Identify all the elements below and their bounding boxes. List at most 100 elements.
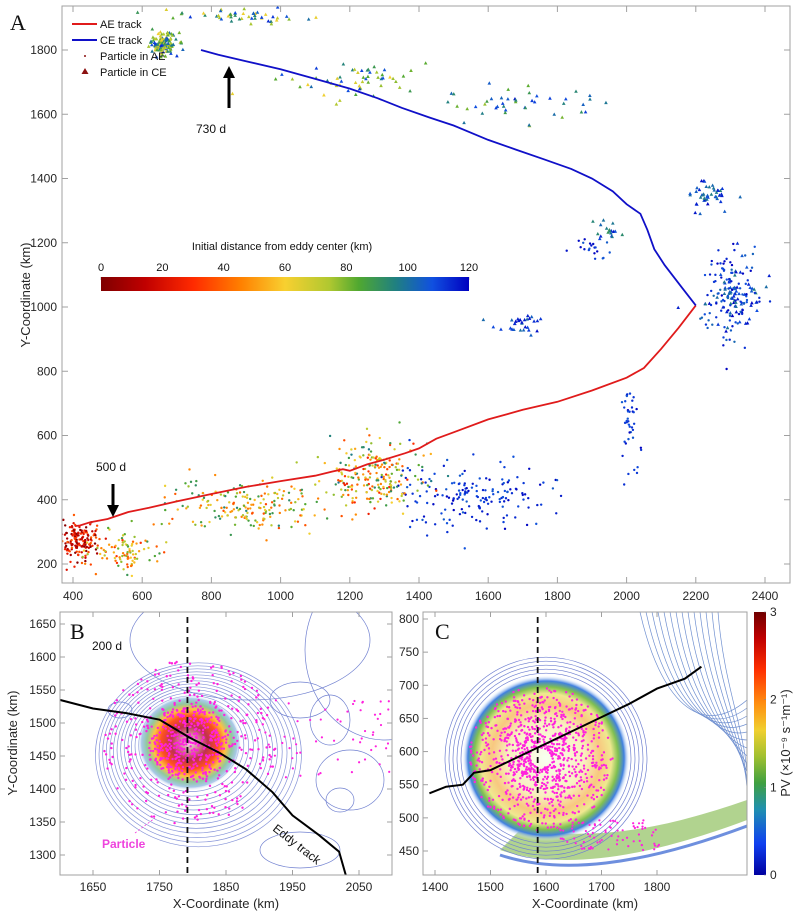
particle-ae	[536, 503, 539, 507]
particle-c	[497, 709, 500, 713]
particle-b	[223, 713, 226, 717]
particle-c	[594, 721, 598, 724]
particle-b	[359, 741, 362, 744]
particle-ae	[340, 488, 343, 491]
particle-ae	[711, 323, 714, 326]
particle-ae	[120, 560, 123, 564]
particle-ae	[273, 504, 276, 507]
particle-b	[240, 735, 243, 738]
particle-b	[218, 766, 221, 770]
particle-c	[547, 765, 550, 769]
particle-b	[177, 776, 180, 780]
particle-ce	[750, 286, 755, 290]
particle-ae	[401, 512, 405, 515]
particle-b	[213, 768, 216, 771]
particle-ae	[608, 251, 611, 254]
x-tick-label-c: 1400	[422, 880, 449, 894]
particle-ae	[325, 491, 328, 494]
particle-b	[182, 759, 185, 762]
particle-b	[174, 753, 177, 757]
particle-ce	[705, 202, 710, 206]
particle-ae	[448, 518, 451, 522]
particle-ae	[252, 524, 255, 528]
particle-b	[228, 760, 231, 763]
particle-c	[539, 786, 542, 790]
particle-ce	[237, 17, 242, 21]
particle-c	[485, 744, 488, 747]
particle-c	[518, 732, 521, 736]
particle-c	[540, 770, 544, 773]
particle-ae	[343, 439, 346, 442]
particle-ae	[421, 465, 424, 469]
particle-ae	[408, 525, 412, 529]
particle-b	[292, 737, 295, 740]
particle-c	[574, 770, 577, 774]
particle-b	[154, 757, 158, 760]
particle-b	[104, 733, 107, 737]
particle-b	[156, 781, 159, 784]
particle-c	[574, 775, 578, 778]
particle-ae	[323, 461, 327, 465]
particle-ae	[65, 537, 69, 540]
particle-c	[507, 764, 511, 768]
particle-ae	[369, 500, 372, 504]
particle-ae	[388, 476, 391, 479]
particle-ae	[467, 505, 471, 508]
particle-ce	[747, 317, 752, 321]
ce-track-line	[200, 49, 697, 306]
x-tick-label-a: 400	[63, 589, 83, 603]
particle-c	[593, 823, 596, 826]
particle-b	[141, 753, 144, 757]
particle-c	[500, 731, 503, 735]
particle-b	[195, 701, 198, 704]
particle-b	[200, 717, 203, 721]
particle-ce	[233, 13, 237, 17]
particle-b	[210, 805, 214, 808]
y-tick-label-a: 1400	[30, 172, 57, 186]
particle-ae	[514, 516, 517, 519]
particle-b	[232, 736, 235, 739]
colorbar-a-tick-label: 40	[218, 262, 230, 274]
particle-ce	[290, 77, 295, 81]
particle-ae	[344, 488, 347, 492]
particle-c	[484, 741, 488, 744]
particle-ae	[101, 556, 104, 560]
particle-b	[146, 726, 150, 730]
particle-c	[551, 734, 555, 738]
particle-c	[492, 805, 496, 808]
particle-b	[197, 753, 201, 757]
particle-b	[194, 742, 197, 746]
particle-ae	[85, 541, 89, 544]
particle-ae	[414, 453, 417, 456]
particle-c	[567, 756, 570, 760]
particle-ae	[478, 520, 482, 523]
particle-ae	[539, 503, 543, 506]
particle-b	[167, 738, 171, 742]
particle-b	[246, 764, 250, 768]
particle-ae	[238, 491, 242, 494]
particle-b	[283, 735, 286, 738]
particle-ce	[357, 87, 362, 91]
particle-ce	[591, 219, 595, 223]
particle-c	[488, 799, 491, 802]
particle-b	[152, 737, 155, 740]
particle-ae	[498, 497, 501, 501]
particle-ae	[502, 500, 506, 503]
particle-b	[156, 745, 159, 748]
particle-ae	[131, 540, 135, 543]
particle-ce	[510, 327, 514, 331]
particle-b	[339, 720, 342, 723]
particle-ae	[289, 501, 293, 505]
particle-ae	[379, 487, 382, 491]
particle-b	[183, 721, 187, 725]
particle-ae	[366, 456, 370, 459]
particle-ce	[705, 194, 709, 199]
particle-c	[564, 715, 567, 719]
particle-b	[148, 741, 151, 744]
particle-c	[638, 839, 641, 842]
particle-b	[353, 699, 356, 703]
particle-ae	[720, 300, 723, 303]
particle-ae	[551, 487, 555, 490]
particle-ae	[732, 286, 735, 290]
particle-ae	[130, 574, 134, 578]
